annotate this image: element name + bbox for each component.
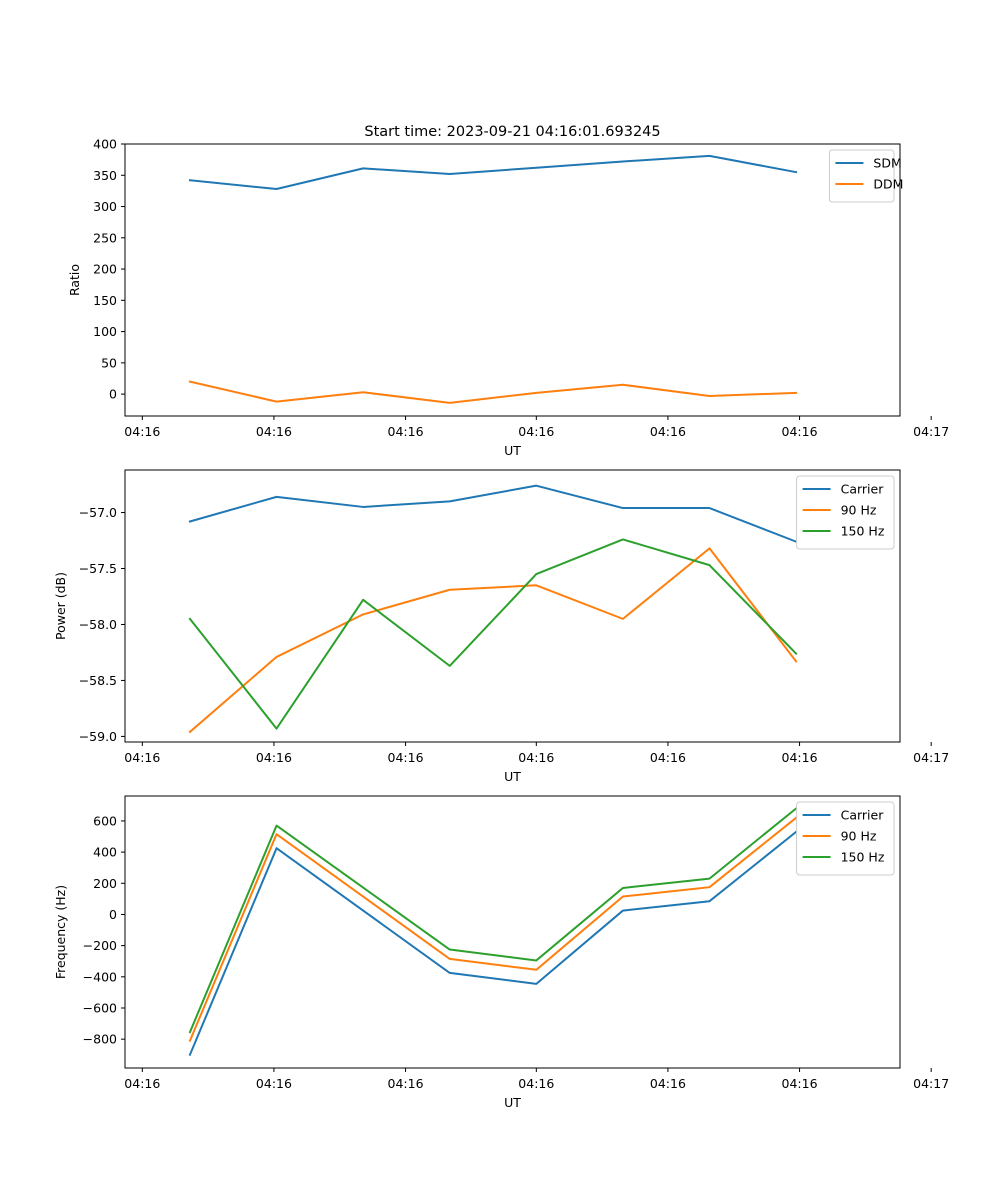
x-tick-label: 04:16 bbox=[256, 750, 292, 765]
y-tick-label: −800 bbox=[83, 1032, 117, 1047]
y-tick-label: 200 bbox=[93, 262, 117, 277]
x-tick-label: 04:16 bbox=[124, 1076, 160, 1091]
legend-label: Carrier bbox=[841, 808, 885, 823]
legend-label: 90 Hz bbox=[841, 503, 877, 518]
series-line-150-hz bbox=[188, 538, 798, 730]
y-tick-label: 300 bbox=[93, 199, 117, 214]
x-tick-label: 04:17 bbox=[913, 424, 949, 439]
subplot-2: −59.0 −58.5 −58.0 −57.5 −57.0 04:16 04:16 04:16… bbox=[53, 469, 949, 784]
y-tick-label: 350 bbox=[93, 168, 117, 183]
x-tick-label: 04:17 bbox=[913, 750, 949, 765]
x-tick-label: 04:16 bbox=[124, 424, 160, 439]
subplot-3: −800 −600 −400 −200 0 200 400 600 04:16 04:16 04:1… bbox=[53, 795, 949, 1110]
x-tick-label: 04:16 bbox=[650, 1076, 686, 1091]
y-tick-label: −400 bbox=[83, 969, 117, 984]
y-tick-label: 100 bbox=[93, 324, 117, 339]
legend-label: Carrier bbox=[841, 482, 885, 497]
x-tick-label: 04:16 bbox=[782, 1076, 818, 1091]
figure-title: Start time: 2023-09-21 04:16:01.693245 bbox=[364, 124, 660, 140]
x-tick-label: 04:16 bbox=[388, 750, 424, 765]
x-tick-label: 04:16 bbox=[388, 1076, 424, 1091]
x-tick-label: 04:16 bbox=[782, 424, 818, 439]
y-tick-label: 200 bbox=[93, 876, 117, 891]
x-axis-label: UT bbox=[504, 769, 521, 784]
series-line-90-hz bbox=[188, 547, 798, 734]
x-axis-label: UT bbox=[504, 443, 521, 458]
y-tick-label: 0 bbox=[109, 387, 117, 402]
axes-frame bbox=[124, 469, 901, 743]
x-tick-label: 04:16 bbox=[650, 750, 686, 765]
x-axis-label: UT bbox=[504, 1095, 521, 1110]
x-tick-label: 04:16 bbox=[256, 424, 292, 439]
x-tick-label: 04:16 bbox=[124, 750, 160, 765]
y-tick-label: −57.0 bbox=[79, 505, 117, 520]
x-tick-label: 04:16 bbox=[518, 424, 554, 439]
y-tick-label: 400 bbox=[93, 845, 117, 860]
axes-frame bbox=[124, 795, 901, 1069]
series-line-carrier bbox=[188, 830, 798, 1057]
series-line-carrier bbox=[188, 484, 798, 543]
x-tick-label: 04:16 bbox=[388, 424, 424, 439]
x-tick-label: 04:16 bbox=[650, 424, 686, 439]
x-tick-label: 04:16 bbox=[518, 750, 554, 765]
series-line-150-hz bbox=[188, 807, 798, 1034]
x-tick-label: 04:16 bbox=[256, 1076, 292, 1091]
legend-label: DDM bbox=[873, 177, 903, 192]
y-tick-label: 150 bbox=[93, 293, 117, 308]
y-tick-label: 50 bbox=[101, 355, 117, 370]
legend-label: 90 Hz bbox=[841, 829, 877, 844]
y-tick-label: −57.5 bbox=[79, 561, 117, 576]
legend-label: 150 Hz bbox=[841, 524, 885, 539]
series-line-sdm bbox=[188, 154, 798, 191]
legend: SDM DDM bbox=[828, 149, 903, 203]
legend-label: SDM bbox=[873, 156, 901, 171]
series-line-90-hz bbox=[188, 816, 798, 1043]
series-line-ddm bbox=[188, 380, 798, 404]
y-tick-label: 0 bbox=[109, 907, 117, 922]
legend: Carrier 90 Hz 150 Hz bbox=[796, 475, 895, 550]
x-tick-label: 04:16 bbox=[782, 750, 818, 765]
x-tick-label: 04:17 bbox=[913, 1076, 949, 1091]
y-tick-label: 400 bbox=[93, 137, 117, 152]
y-tick-label: −58.0 bbox=[79, 617, 117, 632]
y-tick-label: −59.0 bbox=[79, 729, 117, 744]
y-tick-label: −58.5 bbox=[79, 673, 117, 688]
x-tick-label: 04:16 bbox=[518, 1076, 554, 1091]
y-axis-label: Ratio bbox=[67, 264, 82, 296]
y-axis-label: Frequency (Hz) bbox=[53, 885, 68, 979]
y-tick-label: −600 bbox=[83, 1000, 117, 1015]
y-tick-label: 250 bbox=[93, 230, 117, 245]
y-axis-label: Power (dB) bbox=[53, 572, 68, 640]
axes-frame bbox=[124, 143, 901, 417]
y-tick-label: 600 bbox=[93, 813, 117, 828]
subplot-1: 0 50 100 150 200 250 300 350 400 04:16 04:16 04:16 0… bbox=[67, 137, 949, 459]
y-tick-label: −200 bbox=[83, 938, 117, 953]
legend: Carrier 90 Hz 150 Hz bbox=[796, 801, 895, 876]
legend-label: 150 Hz bbox=[841, 850, 885, 865]
